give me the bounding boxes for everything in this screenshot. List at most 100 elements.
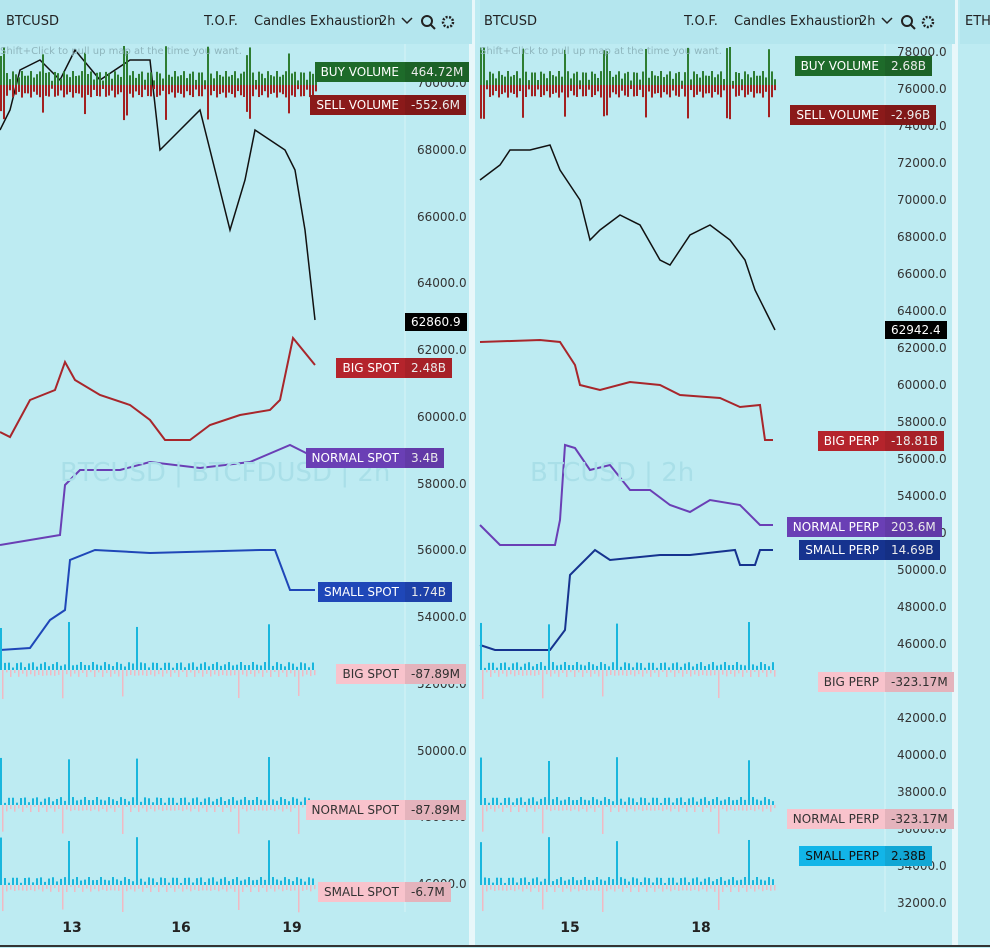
bar — [504, 85, 506, 93]
bar — [248, 665, 250, 670]
bar — [480, 47, 482, 85]
bar — [286, 885, 288, 890]
bar — [734, 670, 736, 677]
bar — [632, 667, 634, 670]
bar — [306, 79, 308, 85]
bar — [486, 805, 488, 812]
header-interval[interactable]: 2h — [379, 14, 396, 29]
bar — [696, 877, 698, 885]
bar — [768, 666, 770, 670]
bar — [670, 885, 672, 892]
bar — [36, 666, 38, 670]
bar — [108, 664, 110, 670]
bar — [564, 880, 566, 885]
bar — [568, 879, 570, 885]
bar — [24, 85, 26, 94]
bar — [600, 71, 602, 85]
bar — [662, 805, 664, 812]
bar — [750, 670, 752, 677]
bar — [676, 798, 678, 805]
bar — [270, 805, 272, 811]
bar — [58, 885, 60, 892]
bar — [498, 85, 500, 98]
bar — [579, 85, 581, 90]
bar — [692, 878, 694, 885]
bar — [300, 72, 302, 85]
header-mode[interactable]: Candles Exhaustion — [734, 14, 863, 29]
bar — [693, 85, 695, 98]
bar — [546, 805, 548, 810]
bar — [104, 879, 106, 885]
bar — [748, 760, 750, 805]
bar — [708, 801, 710, 805]
header-interval[interactable]: 2h — [859, 14, 876, 29]
header-icons[interactable] — [880, 13, 940, 33]
bar — [130, 805, 132, 812]
bar — [534, 85, 536, 97]
bar — [604, 797, 606, 805]
bar — [512, 877, 514, 885]
bar — [552, 881, 554, 885]
bar — [226, 885, 228, 892]
bar — [240, 73, 242, 85]
bar — [204, 882, 206, 885]
bar — [633, 72, 635, 85]
bar — [276, 85, 278, 98]
bar — [694, 670, 696, 675]
bar — [156, 71, 158, 85]
bar — [57, 73, 59, 85]
bar — [135, 85, 137, 92]
bar — [312, 85, 314, 96]
bar — [600, 662, 602, 670]
bar — [32, 662, 34, 670]
bar — [134, 805, 136, 808]
bar — [684, 802, 686, 805]
bar — [282, 85, 284, 95]
bar — [68, 622, 70, 670]
bar — [216, 85, 218, 98]
bar — [62, 805, 64, 834]
header-indicator[interactable]: T.O.F. — [204, 14, 238, 29]
bar — [252, 85, 254, 97]
bar — [92, 800, 94, 805]
bar — [672, 85, 674, 91]
bar — [588, 800, 590, 805]
label-value: -323.17M — [885, 672, 954, 692]
bar — [501, 74, 503, 85]
bar — [102, 85, 104, 89]
bar — [502, 805, 504, 812]
bar — [192, 798, 194, 805]
price-label: 62860.9 — [405, 313, 467, 331]
bar — [279, 76, 281, 85]
bar — [501, 85, 503, 95]
header-icons[interactable] — [400, 13, 460, 33]
bar — [711, 85, 713, 98]
bar — [636, 802, 638, 805]
bar — [36, 797, 38, 805]
bar — [759, 75, 761, 85]
bar — [210, 85, 212, 96]
bar — [90, 805, 92, 812]
bar — [254, 670, 256, 677]
bar — [156, 797, 158, 805]
bar — [108, 797, 110, 805]
header-indicator[interactable]: T.O.F. — [684, 14, 718, 29]
axis-label: 78000.0 — [897, 45, 947, 59]
bar — [717, 85, 719, 95]
bar — [256, 879, 258, 885]
header-mode[interactable]: Candles Exhaustion — [254, 14, 383, 29]
bar — [584, 665, 586, 670]
bar — [94, 670, 96, 677]
bar — [608, 799, 610, 805]
bar — [255, 85, 257, 90]
bar — [252, 799, 254, 805]
bar — [210, 670, 212, 677]
bar — [228, 799, 230, 805]
bar — [524, 801, 526, 805]
bar — [38, 670, 40, 675]
bar — [609, 71, 611, 85]
label-name: SMALL PERP — [799, 846, 885, 866]
bar — [630, 670, 632, 675]
bar — [90, 670, 92, 673]
bar — [6, 885, 8, 892]
